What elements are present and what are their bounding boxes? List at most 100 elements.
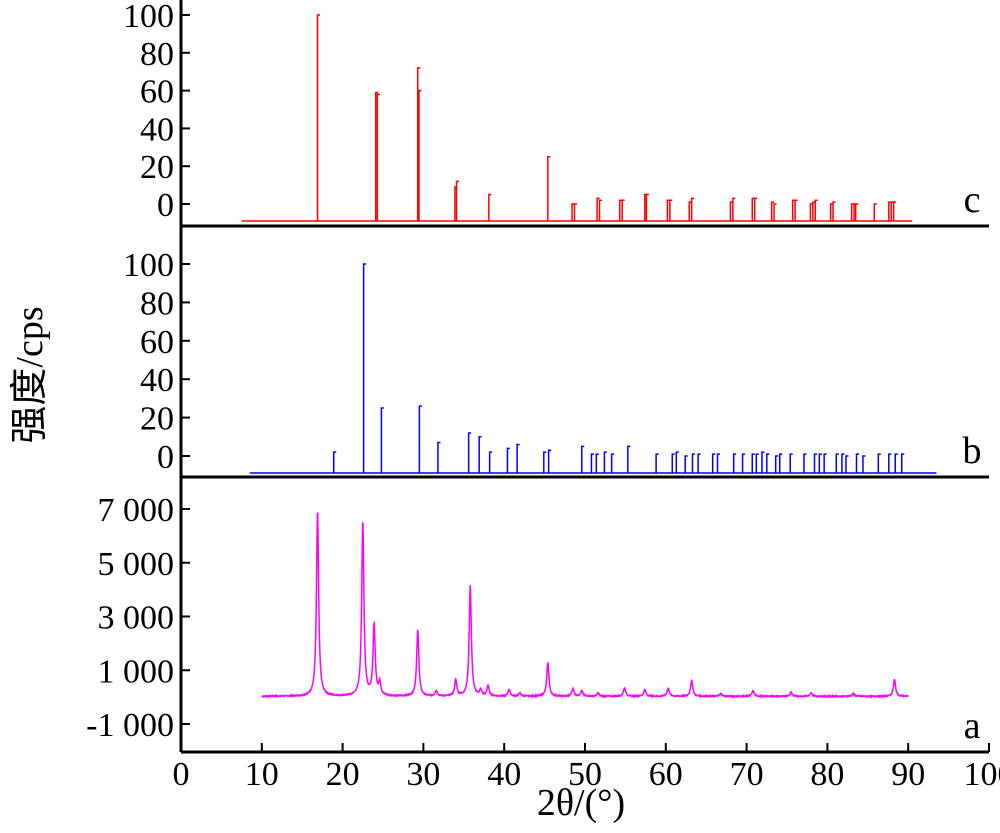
y-axis-title: 强度/cps — [9, 306, 51, 443]
x-tick-label: 0 — [173, 756, 190, 793]
x-tick-label: 70 — [730, 756, 764, 793]
peak-stick — [756, 454, 759, 473]
peak-stick — [612, 454, 615, 473]
peak-stick — [752, 454, 755, 473]
peak-stick — [734, 454, 737, 473]
peak-stick — [479, 437, 482, 473]
y-tick-label: 7 000 — [98, 492, 175, 529]
peak-stick — [622, 200, 625, 221]
peak-stick — [364, 264, 367, 473]
peak-stick — [656, 454, 659, 473]
peak-stick — [419, 406, 422, 473]
y-tick-label: -1 000 — [86, 707, 174, 744]
peak-stick — [790, 454, 793, 473]
peak-stick — [774, 204, 777, 221]
peak-stick — [836, 454, 839, 473]
x-tick-label: 10 — [245, 756, 279, 793]
x-tick-label: 20 — [326, 756, 360, 793]
peak-stick — [804, 454, 807, 473]
peak-stick — [377, 94, 380, 221]
peak-stick — [780, 454, 783, 473]
peak-stick — [889, 454, 892, 473]
peak-stick — [815, 200, 818, 221]
peak-stick — [544, 452, 547, 473]
y-tick-label: 20 — [140, 401, 174, 438]
peak-stick — [672, 454, 675, 473]
panel-label: c — [964, 179, 981, 221]
x-tick-label: 80 — [810, 756, 844, 793]
diffraction-profile — [262, 513, 908, 696]
peak-stick — [713, 454, 716, 473]
peak-stick — [507, 448, 510, 473]
peak-stick — [670, 200, 673, 221]
y-tick-label: 100 — [123, 0, 174, 35]
y-tick-label: 60 — [140, 74, 174, 111]
peak-stick — [646, 195, 649, 221]
peak-stick — [604, 452, 607, 473]
x-tick-label: 90 — [891, 756, 925, 793]
peak-stick — [846, 456, 849, 473]
peak-stick — [833, 202, 836, 221]
x-tick-label: 40 — [487, 756, 521, 793]
peak-stick — [490, 452, 493, 473]
peak-stick — [842, 454, 845, 473]
x-tick-label: 60 — [649, 756, 683, 793]
x-axis-title: 2θ/(°) — [537, 782, 625, 824]
peak-stick — [549, 450, 552, 473]
y-tick-label: 40 — [140, 111, 174, 148]
peak-stick — [902, 454, 905, 473]
peak-stick — [457, 181, 460, 221]
x-tick-label: 100 — [964, 756, 1000, 793]
panel-label: a — [964, 705, 981, 747]
peak-stick — [685, 456, 688, 473]
peak-stick — [628, 446, 631, 473]
peak-stick — [469, 433, 472, 473]
peak-stick — [863, 456, 866, 473]
peak-stick — [517, 444, 520, 473]
y-tick-label: 3 000 — [98, 600, 175, 637]
peak-stick — [489, 195, 492, 221]
peak-stick — [767, 454, 770, 473]
panel-a: -1 000 1 000 3 000 5 000 7 000 a — [86, 492, 980, 747]
peak-stick — [692, 198, 695, 221]
y-tick-label: 0 — [157, 187, 174, 224]
y-tick-label: 80 — [140, 285, 174, 322]
y-tick-label: 100 — [123, 247, 174, 284]
peak-stick — [894, 202, 897, 221]
peak-stick — [733, 198, 736, 221]
y-tick-label: 20 — [140, 149, 174, 186]
y-tick-label: 40 — [140, 362, 174, 399]
peak-stick — [718, 454, 721, 473]
panel-label: b — [963, 430, 982, 472]
peak-stick — [856, 454, 859, 473]
peak-stick — [755, 198, 758, 221]
peak-stick — [591, 454, 594, 473]
peak-stick — [548, 157, 551, 221]
peak-stick — [824, 454, 827, 473]
panel-b: 020406080100b — [123, 247, 982, 476]
y-tick-label: 5 000 — [98, 546, 175, 583]
peak-stick — [874, 204, 877, 221]
peak-stick — [743, 454, 746, 473]
peak-stick — [318, 15, 321, 221]
peak-stick — [856, 204, 859, 221]
peak-stick — [819, 454, 822, 473]
peak-stick — [676, 452, 679, 473]
peak-stick — [596, 454, 599, 473]
peak-stick — [762, 452, 765, 473]
peak-stick — [895, 454, 898, 473]
peak-stick — [795, 200, 798, 221]
y-tick-label: 60 — [140, 324, 174, 361]
peak-stick — [419, 91, 422, 221]
peak-stick — [438, 443, 441, 473]
peak-stick — [814, 454, 817, 473]
y-tick-label: 80 — [140, 36, 174, 73]
peak-stick — [698, 454, 701, 473]
peak-stick — [776, 456, 779, 473]
peak-stick — [600, 200, 603, 221]
peak-stick — [381, 408, 384, 473]
peak-stick — [582, 446, 585, 473]
